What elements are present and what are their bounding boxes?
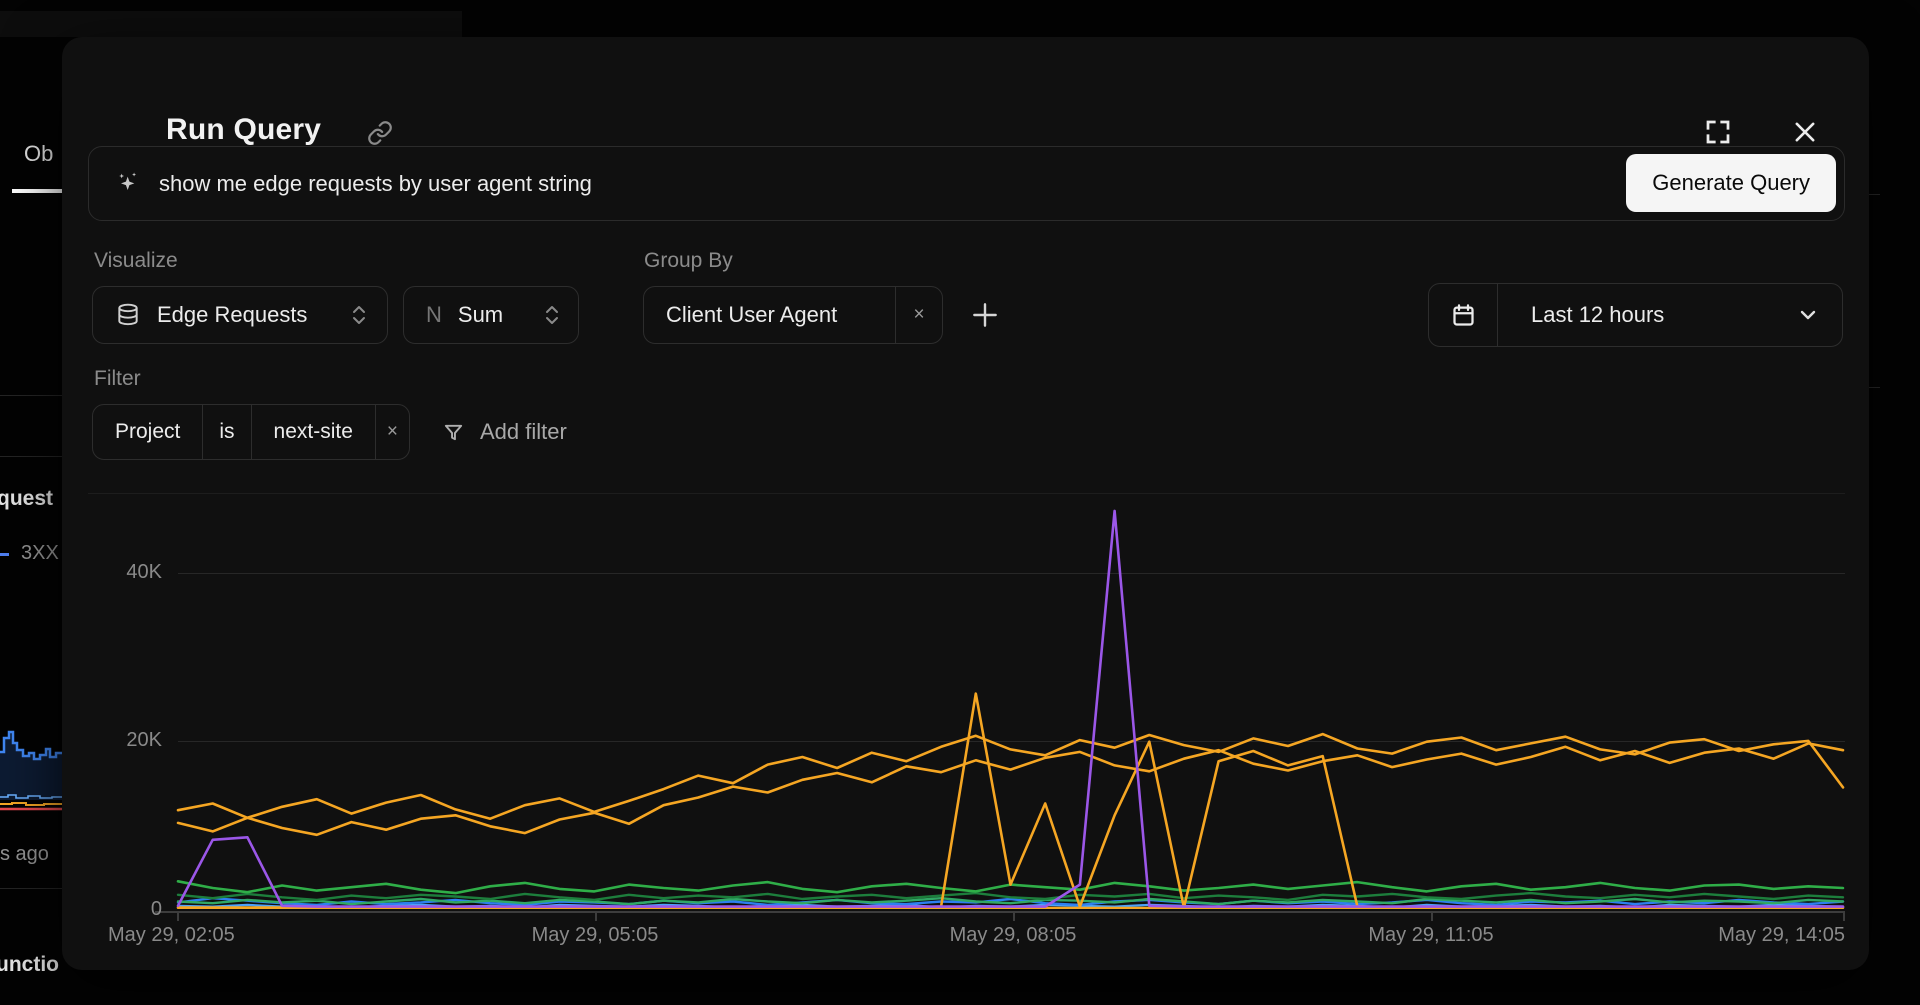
close-icon <box>1795 122 1815 142</box>
x-tick-label-1: May 29, 02:05 <box>108 924 235 946</box>
visualize-label: Visualize <box>94 249 178 272</box>
background-divider <box>0 456 62 457</box>
legend-3xx-swatch <box>0 553 9 556</box>
x-axis-tick <box>1431 912 1433 921</box>
x-tick-label-3: May 29, 08:05 <box>949 924 1077 946</box>
ai-prompt-input[interactable] <box>145 170 1844 197</box>
time-range-value: Last 12 hours <box>1531 302 1665 327</box>
x-axis-line <box>155 911 1845 913</box>
x-tick-label-5: May 29, 14:05 <box>1718 924 1845 946</box>
metric-select[interactable]: Edge Requests <box>92 286 388 344</box>
close-button[interactable] <box>1788 115 1822 149</box>
background-card-title-functions: unctio <box>0 953 59 976</box>
aggregation-select[interactable]: N Sum <box>403 286 579 344</box>
x-axis-tick <box>595 912 597 921</box>
background-right-sliver-line <box>1869 387 1880 388</box>
mini-chart-amber-line <box>0 802 62 806</box>
background-divider <box>0 395 62 396</box>
modal-title: Run Query <box>166 113 322 146</box>
add-filter-button[interactable]: Add filter <box>442 404 567 460</box>
link-icon <box>368 121 392 145</box>
mini-chart-blue-line <box>0 730 62 761</box>
expand-icon <box>1706 120 1730 144</box>
remove-filter-button[interactable]: × <box>386 421 398 442</box>
background-card-title-requests: quest <box>0 487 54 510</box>
time-range-select[interactable]: Last 12 hours <box>1428 283 1843 347</box>
funnel-icon <box>444 424 463 440</box>
gridline-40k <box>178 573 1845 574</box>
x-axis-tick <box>1843 912 1845 921</box>
group-by-chip[interactable]: Client User Agent × <box>643 286 943 344</box>
chip-divider <box>250 405 252 459</box>
page-header-sliver <box>0 11 462 37</box>
chevron-down-icon <box>1800 310 1816 320</box>
filter-chip[interactable]: Project is next-site × <box>92 404 410 460</box>
aggregation-select-value: Sum <box>457 302 504 327</box>
x-axis-tick <box>177 912 179 921</box>
calendar-section[interactable] <box>1429 284 1497 346</box>
y-tick-label-0: 0 <box>150 898 162 920</box>
database-icon <box>118 303 138 326</box>
background-legend-3xx[interactable]: 3XX <box>21 542 59 564</box>
x-axis-tick <box>1013 912 1015 921</box>
mini-chart-lightblue-line <box>0 794 62 799</box>
remove-group-by-button[interactable]: × <box>913 304 925 325</box>
y-tick-label-40k: 40K <box>126 561 162 583</box>
group-by-label: Group By <box>644 249 733 272</box>
generate-query-button[interactable]: Generate Query <box>1626 154 1836 212</box>
metric-select-value: Edge Requests <box>157 302 308 327</box>
time-range-divider <box>1497 284 1498 346</box>
background-tab-observability[interactable]: Ob <box>24 141 54 166</box>
chip-divider <box>895 287 896 343</box>
chevrons-up-down-icon <box>546 306 558 324</box>
filter-chip-value[interactable]: next-site <box>273 420 353 443</box>
x-tick-label-4: May 29, 11:05 <box>1368 924 1494 946</box>
x-tick-label-2: May 29, 05:05 <box>531 924 659 946</box>
aggregation-type-badge: N <box>426 302 442 327</box>
filter-chip-field[interactable]: Project <box>115 420 181 443</box>
run-query-modal: Run Query Generate Query Visualize <box>62 37 1869 970</box>
y-tick-label-20k: 20K <box>126 729 162 751</box>
mini-chart-area-fill <box>0 732 62 800</box>
gridline-20k <box>178 741 1845 742</box>
ai-prompt-container: Generate Query <box>88 146 1845 221</box>
background-right-sliver-line <box>1869 194 1880 195</box>
expand-button[interactable] <box>1701 115 1735 149</box>
plus-icon <box>973 303 997 327</box>
background-mini-chart <box>0 730 62 811</box>
add-filter-label: Add filter <box>480 419 567 444</box>
background-relative-time: s ago <box>0 843 49 865</box>
chevrons-up-down-icon <box>353 306 365 324</box>
sparkles-icon <box>119 172 137 190</box>
background-divider <box>0 888 62 889</box>
chip-divider <box>202 405 204 459</box>
active-tab-underline <box>12 189 62 193</box>
filter-label: Filter <box>94 367 141 390</box>
gridline-top <box>88 493 1845 494</box>
chip-divider <box>374 405 376 459</box>
calendar-icon <box>1452 303 1474 326</box>
copy-link-button[interactable] <box>363 116 397 150</box>
group-by-chip-value: Client User Agent <box>666 302 838 327</box>
add-group-by-button[interactable] <box>968 298 1002 332</box>
filter-chip-operator[interactable]: is <box>219 420 235 443</box>
